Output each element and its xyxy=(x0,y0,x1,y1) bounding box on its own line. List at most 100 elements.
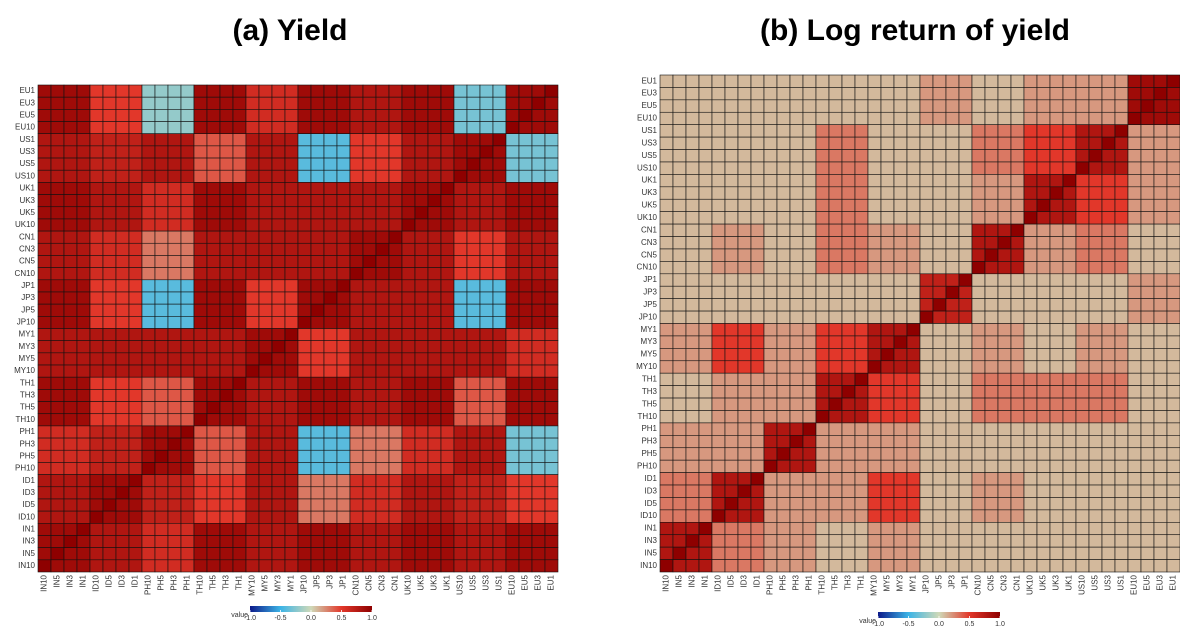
cell xyxy=(1166,559,1180,573)
cell xyxy=(1101,559,1116,573)
cell xyxy=(1166,372,1180,386)
cell xyxy=(1023,521,1038,536)
cell xyxy=(1153,198,1168,212)
cell xyxy=(1062,484,1077,498)
cell xyxy=(672,435,687,449)
cell xyxy=(789,559,804,573)
cell xyxy=(206,535,221,548)
cell xyxy=(375,182,390,195)
cell xyxy=(427,109,442,122)
cell xyxy=(880,435,895,449)
cell xyxy=(867,360,882,374)
cell xyxy=(232,303,247,317)
cell xyxy=(414,206,429,220)
cell xyxy=(63,535,78,548)
cell xyxy=(375,340,390,354)
cell xyxy=(1062,223,1077,237)
cell xyxy=(141,401,156,415)
cell xyxy=(349,291,364,305)
cell xyxy=(685,422,700,436)
cell xyxy=(763,559,778,573)
cell xyxy=(828,211,843,225)
cell xyxy=(1036,534,1051,548)
cell xyxy=(50,437,65,451)
y-tick-label: US1 xyxy=(641,126,657,135)
cell xyxy=(167,133,182,147)
cell xyxy=(1166,484,1180,498)
cell xyxy=(115,206,130,220)
cell xyxy=(854,198,869,212)
cell xyxy=(1049,410,1064,424)
cell xyxy=(906,261,921,275)
cell xyxy=(310,267,325,281)
cell xyxy=(206,133,221,147)
cell xyxy=(375,486,390,500)
cell xyxy=(63,121,78,135)
cell xyxy=(50,474,65,488)
cell xyxy=(466,474,481,488)
cell xyxy=(492,535,507,548)
cell xyxy=(284,303,299,317)
x-tick-label: US3 xyxy=(482,574,491,590)
cell xyxy=(128,547,143,561)
cell xyxy=(115,96,130,110)
cell xyxy=(763,397,778,411)
cell xyxy=(115,462,130,475)
cell xyxy=(763,546,778,560)
cell xyxy=(492,121,507,135)
cell xyxy=(880,298,895,312)
cell xyxy=(1153,447,1168,461)
cell xyxy=(750,372,765,386)
cell xyxy=(479,96,494,110)
cell xyxy=(375,437,390,451)
cell xyxy=(102,291,117,305)
y-tick-label: PH10 xyxy=(637,461,658,470)
cell xyxy=(336,462,351,475)
cell xyxy=(89,547,104,561)
cell xyxy=(919,310,934,324)
cell xyxy=(945,248,960,262)
cell xyxy=(89,145,104,159)
cell xyxy=(349,364,364,378)
cell xyxy=(401,559,416,573)
cell xyxy=(219,218,234,232)
cell xyxy=(375,462,390,475)
cell xyxy=(1049,484,1064,498)
cell xyxy=(672,99,687,113)
cell xyxy=(1036,248,1051,262)
cell xyxy=(906,372,921,386)
cell xyxy=(297,169,312,183)
cell xyxy=(284,206,299,220)
cell xyxy=(37,242,52,256)
x-tick-label: IN5 xyxy=(53,574,62,587)
cell xyxy=(492,486,507,500)
cell xyxy=(310,145,325,159)
cell xyxy=(854,335,869,349)
cell xyxy=(1049,261,1064,275)
cell xyxy=(685,360,700,374)
cell xyxy=(284,462,299,475)
cell xyxy=(141,133,156,147)
cell xyxy=(724,348,739,362)
cell xyxy=(802,521,817,536)
cell xyxy=(789,223,804,237)
cell xyxy=(362,425,377,439)
cell xyxy=(297,462,312,475)
cell xyxy=(297,328,312,341)
cell xyxy=(206,206,221,220)
cell xyxy=(505,206,520,220)
cell xyxy=(724,87,739,101)
cell xyxy=(401,462,416,475)
cell xyxy=(1114,261,1129,275)
cell xyxy=(492,413,507,427)
cell xyxy=(89,462,104,475)
cell xyxy=(906,223,921,237)
cell xyxy=(1062,186,1077,200)
cell xyxy=(414,218,429,232)
cell xyxy=(453,157,468,171)
cell xyxy=(297,364,312,378)
cell xyxy=(440,206,455,220)
cell xyxy=(466,267,481,281)
cell xyxy=(76,218,91,232)
cell xyxy=(1101,236,1116,250)
